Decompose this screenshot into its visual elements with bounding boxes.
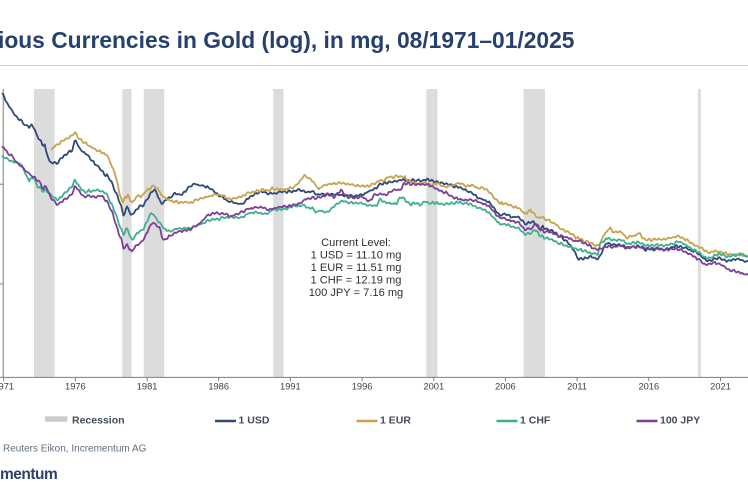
svg-text:Reuters Eikon, Incrementum AG: Reuters Eikon, Incrementum AG <box>3 444 147 455</box>
svg-text:1 EUR = 11.51 mg: 1 EUR = 11.51 mg <box>311 262 402 274</box>
svg-text:1 EUR: 1 EUR <box>380 414 411 426</box>
svg-text:2011: 2011 <box>567 382 587 392</box>
svg-text:1 USD: 1 USD <box>239 414 270 426</box>
svg-text:1971: 1971 <box>0 382 14 392</box>
svg-text:1996: 1996 <box>352 382 373 392</box>
svg-text:100 JPY = 7.16 mg: 100 JPY = 7.16 mg <box>309 287 403 299</box>
svg-text:Recession: Recession <box>72 414 125 426</box>
svg-text:1 CHF = 12.19 mg: 1 CHF = 12.19 mg <box>311 275 402 287</box>
svg-text:1986: 1986 <box>208 382 229 392</box>
svg-text:1 CHF: 1 CHF <box>520 414 551 426</box>
svg-text:2021: 2021 <box>710 382 731 392</box>
svg-text:1981: 1981 <box>137 382 158 392</box>
svg-text:100 JPY: 100 JPY <box>660 414 700 426</box>
svg-text:Current Level:: Current Level: <box>321 237 391 249</box>
svg-text:1991: 1991 <box>280 382 301 392</box>
svg-text:1 USD = 11.10 mg: 1 USD = 11.10 mg <box>311 250 402 262</box>
svg-text:2001: 2001 <box>423 382 444 392</box>
svg-text:1976: 1976 <box>65 382 86 392</box>
svg-text:2016: 2016 <box>638 382 659 392</box>
svg-text:2006: 2006 <box>495 382 516 392</box>
